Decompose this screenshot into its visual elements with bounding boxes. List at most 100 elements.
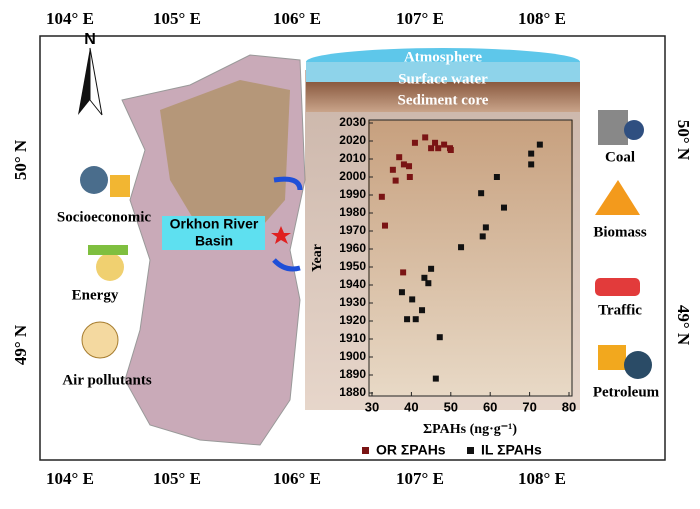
point: [478, 190, 485, 197]
point: [536, 141, 543, 148]
point: [400, 269, 407, 276]
basin-label: Basin: [195, 233, 233, 249]
x-tick-label: 40: [404, 399, 418, 414]
legend-label: OR ΣPAHs: [376, 442, 446, 458]
basin-label: Orkhon River: [170, 216, 259, 232]
point: [447, 147, 454, 153]
y-tick-label: 1900: [339, 349, 366, 363]
y-tick-label: 2020: [339, 133, 366, 147]
point: [432, 139, 439, 146]
x-tick-label: 80: [562, 399, 576, 414]
point: [428, 145, 435, 152]
x-tick-label: 30: [365, 399, 379, 414]
surface-water-layer: [306, 62, 580, 82]
legend-marker: [362, 447, 369, 454]
x-tick-label: 60: [483, 399, 497, 414]
source-label: Petroleum: [593, 384, 660, 400]
point: [382, 222, 389, 229]
y-tick-label: 2000: [339, 169, 366, 183]
source-label: Traffic: [598, 302, 642, 318]
arrow: [272, 258, 301, 272]
driver-label: Air pollutants: [62, 372, 151, 388]
point: [392, 177, 399, 184]
basin-label-box: [162, 216, 265, 250]
y-tick-label: 1930: [339, 295, 366, 309]
north-arrow: [89, 47, 103, 116]
y-tick-label: 1950: [339, 259, 366, 273]
lat-label: 50° N: [11, 139, 30, 180]
legend-marker: [467, 447, 474, 454]
lon-label: 105° E: [153, 469, 201, 488]
point: [406, 174, 413, 180]
lon-label: 108° E: [518, 9, 566, 28]
point: [482, 224, 489, 231]
y-tick-label: 1970: [339, 223, 366, 237]
point: [436, 334, 443, 341]
point: [432, 375, 439, 382]
point: [409, 296, 416, 303]
point: [389, 166, 396, 173]
lon-label: 104° E: [46, 9, 94, 28]
y-tick-label: 2010: [339, 151, 366, 165]
point: [378, 193, 385, 200]
y-tick-label: 2030: [339, 115, 366, 129]
point: [435, 145, 442, 152]
lon-label: 108° E: [518, 469, 566, 488]
sediment-layer: [306, 82, 580, 112]
arrow: [273, 176, 303, 191]
point: [500, 204, 507, 211]
point: [411, 139, 418, 146]
y-tick-label: 1920: [339, 313, 366, 327]
point: [528, 161, 535, 168]
lon-label: 104° E: [46, 469, 94, 488]
point: [441, 141, 448, 148]
layer-label: Surface water: [398, 71, 488, 87]
point: [528, 150, 535, 157]
point: [400, 161, 407, 168]
lat-label: 50° N: [674, 120, 693, 161]
point: [479, 233, 486, 240]
lon-label: 107° E: [396, 469, 444, 488]
y-tick-label: 1980: [339, 205, 366, 219]
lon-label: 106° E: [273, 469, 321, 488]
point: [422, 134, 429, 141]
point: [406, 163, 413, 170]
driver-label: Socioeconomic: [57, 209, 151, 225]
lon-label: 105° E: [153, 9, 201, 28]
y-tick-label: 1890: [339, 367, 366, 381]
layer-label: Atmosphere: [404, 49, 482, 65]
lat-label: 49° N: [674, 305, 693, 346]
source-label: Coal: [605, 149, 635, 165]
point: [493, 174, 500, 180]
x-axis-label: ΣPAHs (ng·g⁻¹): [423, 422, 517, 437]
lat-label: 49° N: [11, 324, 30, 365]
y-axis-label: Year: [310, 244, 325, 272]
legend-label: IL ΣPAHs: [481, 442, 542, 458]
y-tick-label: 1910: [339, 331, 366, 345]
point: [458, 244, 465, 251]
lon-label: 106° E: [273, 9, 321, 28]
plot-frame: [368, 119, 573, 397]
point: [421, 274, 428, 281]
icons: [80, 110, 652, 379]
point: [412, 316, 419, 323]
point: [425, 280, 432, 287]
point: [428, 265, 435, 272]
x-tick-label: 50: [444, 399, 458, 414]
layer-label: Sediment core: [398, 92, 489, 108]
plot-area: [368, 120, 573, 396]
point: [419, 307, 426, 314]
terrain: [160, 80, 290, 240]
y-tick-label: 1880: [339, 385, 366, 399]
north-label: N: [84, 31, 96, 48]
x-tick-label: 70: [522, 399, 536, 414]
y-tick-label: 1990: [339, 187, 366, 201]
site-star: [271, 226, 291, 244]
point: [398, 289, 405, 296]
lon-label: 107° E: [396, 9, 444, 28]
y-tick-label: 1940: [339, 277, 366, 291]
point: [396, 154, 403, 161]
driver-label: Energy: [72, 287, 119, 303]
y-tick-label: 1960: [339, 241, 366, 255]
